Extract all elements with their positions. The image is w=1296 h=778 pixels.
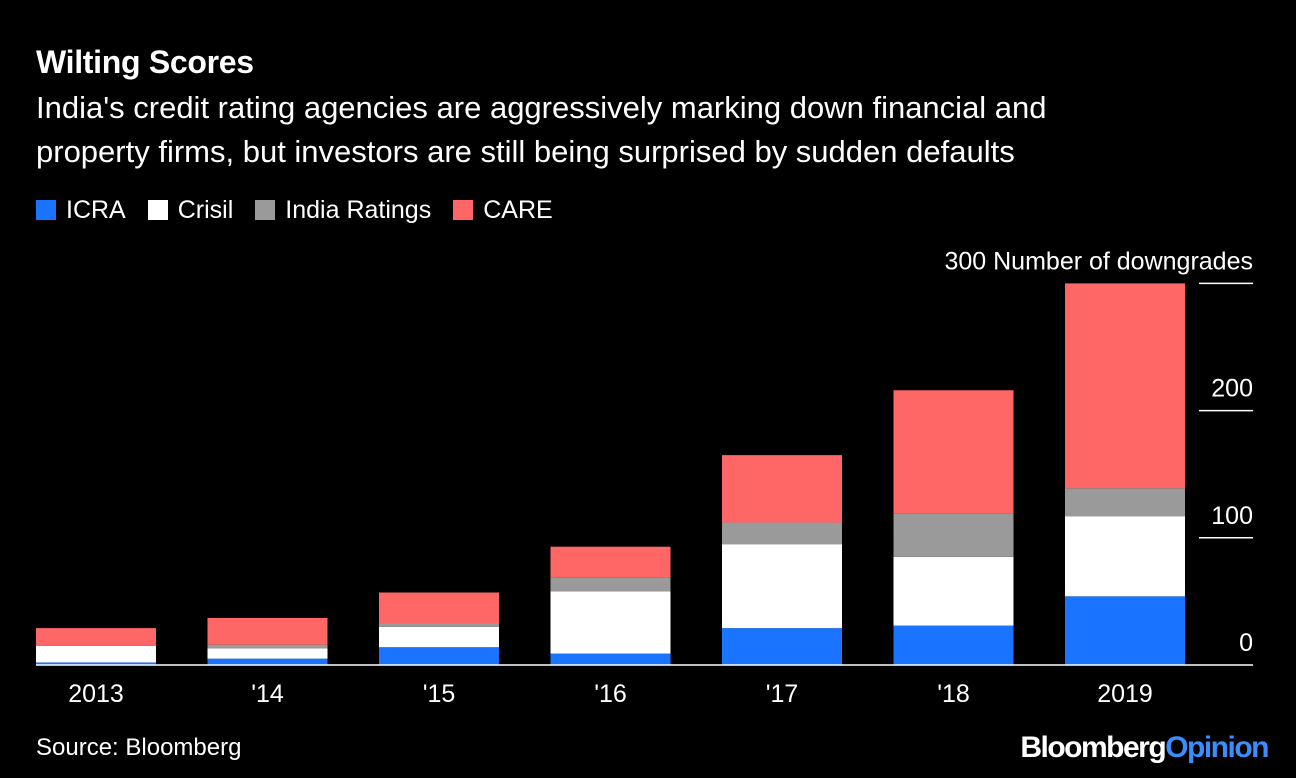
bar-crisil-2 <box>379 626 499 648</box>
legend-swatch-icra <box>36 200 56 220</box>
x-tick-label-5: '18 <box>937 680 970 708</box>
bar-india-ratings-5 <box>893 513 1014 557</box>
chart-subtitle: India's credit rating agencies are aggre… <box>36 86 1266 174</box>
chart-title: Wilting Scores <box>36 44 254 80</box>
bar-crisil-4 <box>722 544 842 629</box>
chart-legend: ICRA Crisil India Ratings CARE <box>36 193 575 227</box>
bar-care-3 <box>550 546 671 578</box>
bar-crisil-3 <box>550 591 671 654</box>
legend-label-icra: ICRA <box>66 195 126 224</box>
bar-care-5 <box>893 390 1014 514</box>
y-tick-label-0: 0 <box>1239 629 1253 657</box>
bar-icra-1 <box>207 658 328 665</box>
logo-opinion-text: Opinion <box>1165 731 1269 764</box>
legend-item-crisil: Crisil <box>147 195 234 225</box>
x-tick-label-0: 2013 <box>68 680 124 708</box>
bar-icra-6 <box>1065 596 1185 665</box>
y-tick-label-200: 200 <box>1211 375 1253 403</box>
bar-icra-3 <box>550 653 671 665</box>
legend-label-crisil: Crisil <box>177 195 234 224</box>
bar-india-ratings-1 <box>207 644 328 649</box>
bar-care-0 <box>36 628 156 646</box>
bar-care-6 <box>1065 283 1185 489</box>
bloomberg-opinion-logo: BloombergOpinion <box>1020 730 1269 766</box>
bar-icra-2 <box>379 647 499 665</box>
legend-item-india-ratings: India Ratings <box>255 196 431 225</box>
bar-india-ratings-4 <box>722 522 842 545</box>
legend-item-icra: ICRA <box>36 196 126 225</box>
subtitle-line-1: India's credit rating agencies are aggre… <box>36 90 1047 125</box>
legend-swatch-crisil <box>147 200 168 220</box>
bar-india-ratings-3 <box>550 577 671 592</box>
y-tick-label-100: 100 <box>1211 502 1253 530</box>
bar-icra-5 <box>893 625 1014 665</box>
legend-swatch-india-ratings <box>255 200 276 220</box>
legend-swatch-care <box>453 200 474 220</box>
bar-crisil-1 <box>207 648 328 659</box>
x-tick-label-3: '16 <box>594 680 627 708</box>
bar-india-ratings-6 <box>1065 488 1185 517</box>
x-tick-label-6: 2019 <box>1097 680 1153 708</box>
legend-item-care: CARE <box>453 195 553 225</box>
legend-label-care: CARE <box>483 195 553 224</box>
y-tick-label-300: 300 Number of downgrades <box>944 247 1253 275</box>
bar-crisil-5 <box>893 556 1014 626</box>
logo-bloomberg-text: Bloomberg <box>1020 731 1166 764</box>
bar-crisil-0 <box>36 645 156 663</box>
bar-india-ratings-2 <box>379 623 499 627</box>
bar-crisil-6 <box>1065 516 1185 597</box>
x-tick-label-2: '15 <box>423 680 456 708</box>
bar-care-1 <box>207 617 328 645</box>
bar-care-2 <box>379 592 499 624</box>
legend-label-india-ratings: India Ratings <box>285 195 432 224</box>
source-note: Source: Bloomberg <box>36 734 242 761</box>
x-tick-label-1: '14 <box>251 680 284 708</box>
x-tick-label-4: '17 <box>766 680 799 708</box>
subtitle-line-2: property firms, but investors are still … <box>36 134 1015 169</box>
bar-icra-0 <box>36 662 156 665</box>
bar-care-4 <box>722 455 842 523</box>
bar-icra-4 <box>722 628 842 665</box>
